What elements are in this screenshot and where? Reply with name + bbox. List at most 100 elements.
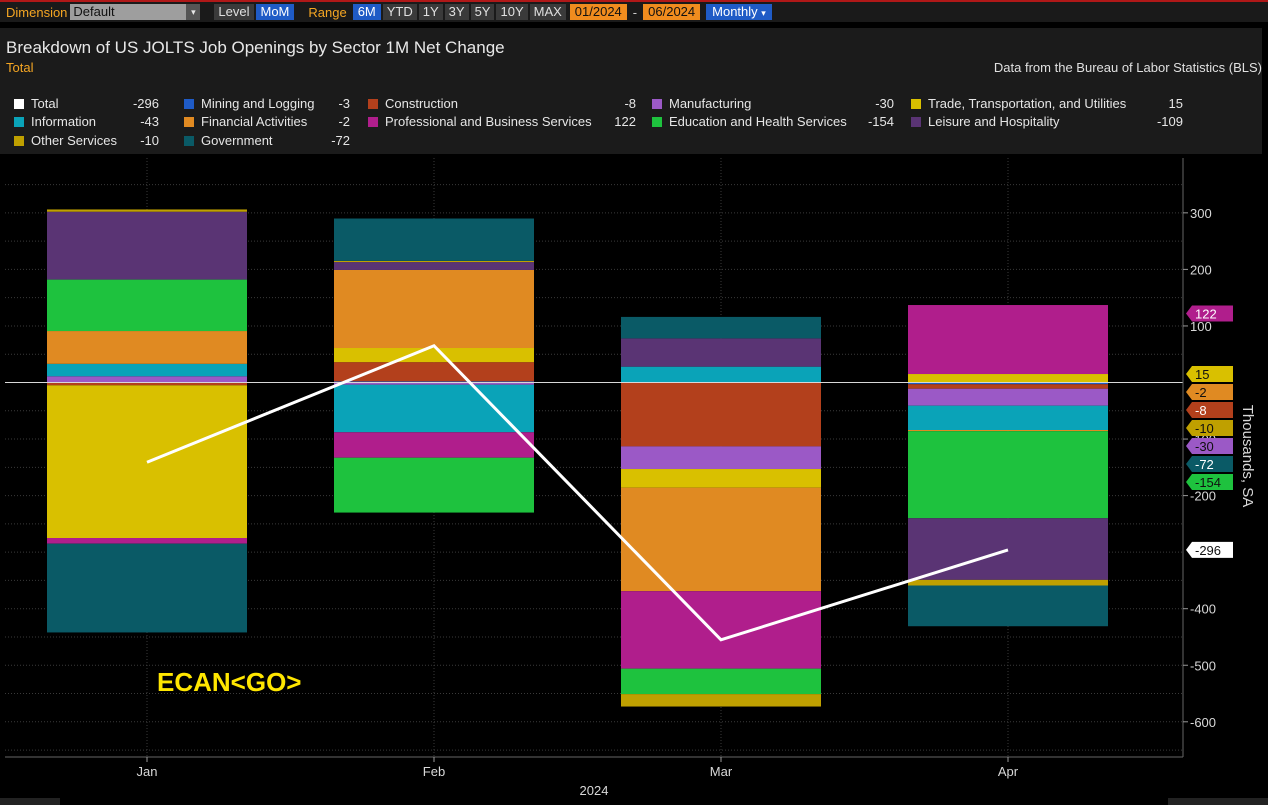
legend-item: Financial Activities -2 [184, 114, 350, 130]
legend-swatch [911, 99, 921, 109]
bar-segment [908, 388, 1108, 406]
bar-segment [47, 382, 247, 386]
y-tick-label: -400 [1190, 602, 1216, 617]
bar-segment [47, 543, 247, 633]
x-tick-label: Apr [998, 764, 1019, 779]
legend-label: Professional and Business Services [385, 114, 592, 129]
end-value-label: -296 [1195, 543, 1221, 558]
bar-segment [908, 384, 1108, 389]
legend-swatch [652, 99, 662, 109]
legend-value: -72 [331, 133, 350, 148]
bar-segment [908, 405, 1108, 431]
range-max-button[interactable]: MAX [529, 4, 566, 20]
range-6m-button[interactable]: 6M [352, 4, 381, 20]
legend-swatch [911, 117, 921, 127]
chart-title: Breakdown of US JOLTS Job Openings by Se… [6, 38, 505, 57]
legend-value: -8 [624, 96, 636, 111]
legend-item: Education and Health Services -154 [652, 114, 894, 130]
end-value-tag [1186, 420, 1233, 437]
legend-value: -3 [338, 96, 350, 111]
legend-item: Manufacturing -30 [652, 96, 894, 112]
end-value-label: -8 [1195, 403, 1207, 418]
end-value-label: -2 [1195, 385, 1207, 400]
toolbar: Dimension Default ▾ Level MoM Range 6M Y… [0, 0, 1268, 22]
legend-label: Mining and Logging [201, 96, 315, 111]
bar-segment [908, 430, 1108, 432]
end-value-label: -72 [1195, 457, 1214, 472]
y-tick-label: 100 [1190, 319, 1212, 334]
level-label: Level [214, 4, 254, 20]
bar-segment [47, 376, 247, 383]
legend-label: Financial Activities [201, 114, 308, 129]
bar-segment [47, 363, 247, 377]
total-line [146, 343, 1009, 642]
range-10y-button[interactable]: 10Y [496, 4, 528, 20]
bar-segment [334, 262, 534, 270]
bar-segment [621, 316, 821, 339]
end-value-tag [1186, 541, 1233, 558]
bar-segment [621, 668, 821, 695]
chart-subtitle: Total [6, 60, 34, 75]
bar-segment [334, 218, 534, 261]
legend-label: Other Services [31, 133, 117, 148]
range-1y-button[interactable]: 1Y [418, 4, 443, 20]
x-tick-label: Jan [137, 764, 158, 779]
dimension-label: Dimension [6, 4, 68, 20]
bar-segment [334, 382, 534, 385]
end-value-label: -10 [1195, 421, 1214, 436]
range-ytd-button[interactable]: YTD [382, 4, 417, 20]
chevron-down-icon[interactable]: ▾ [186, 4, 201, 20]
end-value-tag [1186, 402, 1233, 419]
bar-segment [334, 260, 534, 263]
footer-right [1168, 798, 1268, 805]
legend-label: Manufacturing [669, 96, 752, 111]
chevron-down-icon: ▾ [761, 8, 766, 18]
frequency-value: Monthly [712, 4, 758, 19]
chart-header: Breakdown of US JOLTS Job Openings by Se… [0, 28, 1262, 154]
bar-segment [334, 269, 534, 349]
y-tick-label: 200 [1190, 262, 1212, 277]
legend-item: Total -296 [14, 96, 159, 112]
legend-item: Information -43 [14, 114, 159, 130]
legend-value: -154 [867, 114, 894, 129]
bar-segment [908, 305, 1108, 375]
bar-segment [334, 381, 534, 383]
legend-label: Leisure and Hospitality [928, 114, 1060, 129]
end-value-label: 122 [1195, 307, 1217, 322]
frequency-select[interactable]: Monthly ▾ [706, 4, 772, 20]
footer-left [0, 798, 60, 805]
bar-segment [334, 432, 534, 458]
level-mom-button[interactable]: MoM [255, 4, 295, 20]
legend-item: Other Services -10 [14, 133, 159, 149]
range-3y-button[interactable]: 3Y [444, 4, 469, 20]
legend-item: Leisure and Hospitality -109 [911, 114, 1183, 130]
legend-item: Mining and Logging -3 [184, 96, 350, 112]
legend-label: Total [31, 96, 59, 111]
legend-value: -43 [140, 114, 159, 129]
y-tick-label: 300 [1190, 206, 1212, 221]
legend-swatch [14, 136, 24, 146]
bar-segment [621, 366, 821, 383]
bar-segment [47, 331, 247, 364]
legend-label: Education and Health Services [669, 114, 847, 129]
bar-segment [47, 209, 247, 212]
end-value-tag [1186, 384, 1233, 401]
legend-value: 15 [1168, 96, 1183, 111]
bar-segment [47, 538, 247, 544]
end-value-tag [1186, 438, 1233, 455]
legend-label: Information [31, 114, 97, 129]
legend-item: Trade, Transportation, and Utilities 15 [911, 96, 1183, 112]
start-date-input[interactable]: 01/2024 [569, 4, 627, 20]
legend-swatch [368, 117, 378, 127]
legend-swatch [184, 117, 194, 127]
legend-label: Government [201, 133, 273, 148]
bar-segment [908, 374, 1108, 383]
dimension-select[interactable]: Default [70, 4, 187, 20]
legend-swatch [184, 99, 194, 109]
end-date-input[interactable]: 06/2024 [643, 4, 701, 20]
legend-item: Professional and Business Services 122 [368, 114, 636, 130]
dimension-value: Default [73, 4, 115, 19]
y-axis-title: Thousands, SA [1239, 405, 1256, 508]
bar-segment [908, 431, 1108, 519]
range-5y-button[interactable]: 5Y [470, 4, 495, 20]
